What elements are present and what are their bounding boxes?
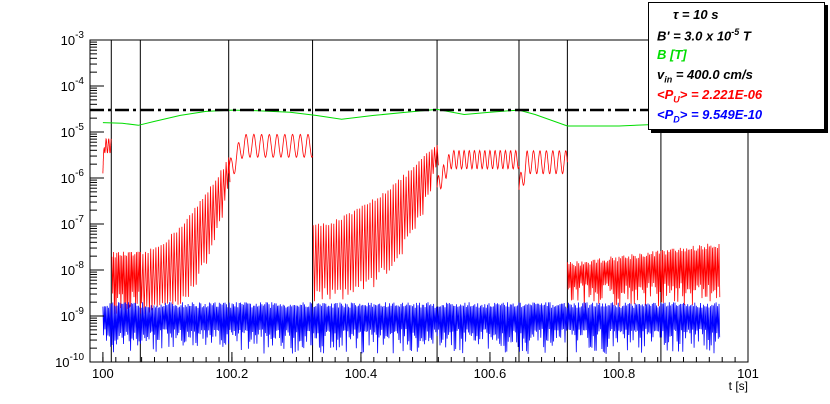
series-line-pu [111,251,141,315]
y-tick-label: 10-5 [61,122,85,140]
series-line-pu [228,133,313,175]
y-tick-label: 10-6 [61,168,85,186]
x-tick-label: 100 [92,366,114,381]
x-axis-title: t [s] [729,379,748,393]
y-tick-label: 10-10 [55,352,84,370]
legend-pu: <PU> = 2.221E-06 [657,87,763,105]
x-tick-label: 100.4 [345,366,378,381]
x-tick-label: 100.8 [603,366,636,381]
legend-vin: vin = 400.0 cm/s [657,67,753,85]
y-tick-label: 10-9 [61,306,85,324]
x-tick-label: 100.6 [474,366,507,381]
series-line-pd [102,302,721,354]
legend-b-field: B [T] [657,47,687,62]
legend-tau: τ = 10 s [673,7,719,22]
x-tick-label: 100.2 [216,366,249,381]
y-tick-label: 10-3 [61,30,85,48]
legend-box: τ = 10 s B' = 3.0 x 10-5 T B [T] vin = 4… [648,2,825,130]
series-line-pu [518,149,568,190]
series-line-pu [312,145,439,302]
y-tick-label: 10-8 [61,260,85,278]
series-line-pu [567,243,721,308]
x-tick-label: 101 [737,366,759,381]
legend-bprime: B' = 3.0 x 10-5 T [657,27,751,44]
legend-pd: <PD> = 9.549E-10 [657,107,763,125]
y-tick-label: 10-7 [61,214,85,232]
plot-frame [89,39,749,363]
series-line-pu [436,149,520,190]
series-line-pu [102,137,112,174]
series-line-b-field [102,108,720,127]
series-line-pu [139,157,231,315]
plot-area [90,40,748,362]
y-tick-label: 10-4 [61,76,85,94]
